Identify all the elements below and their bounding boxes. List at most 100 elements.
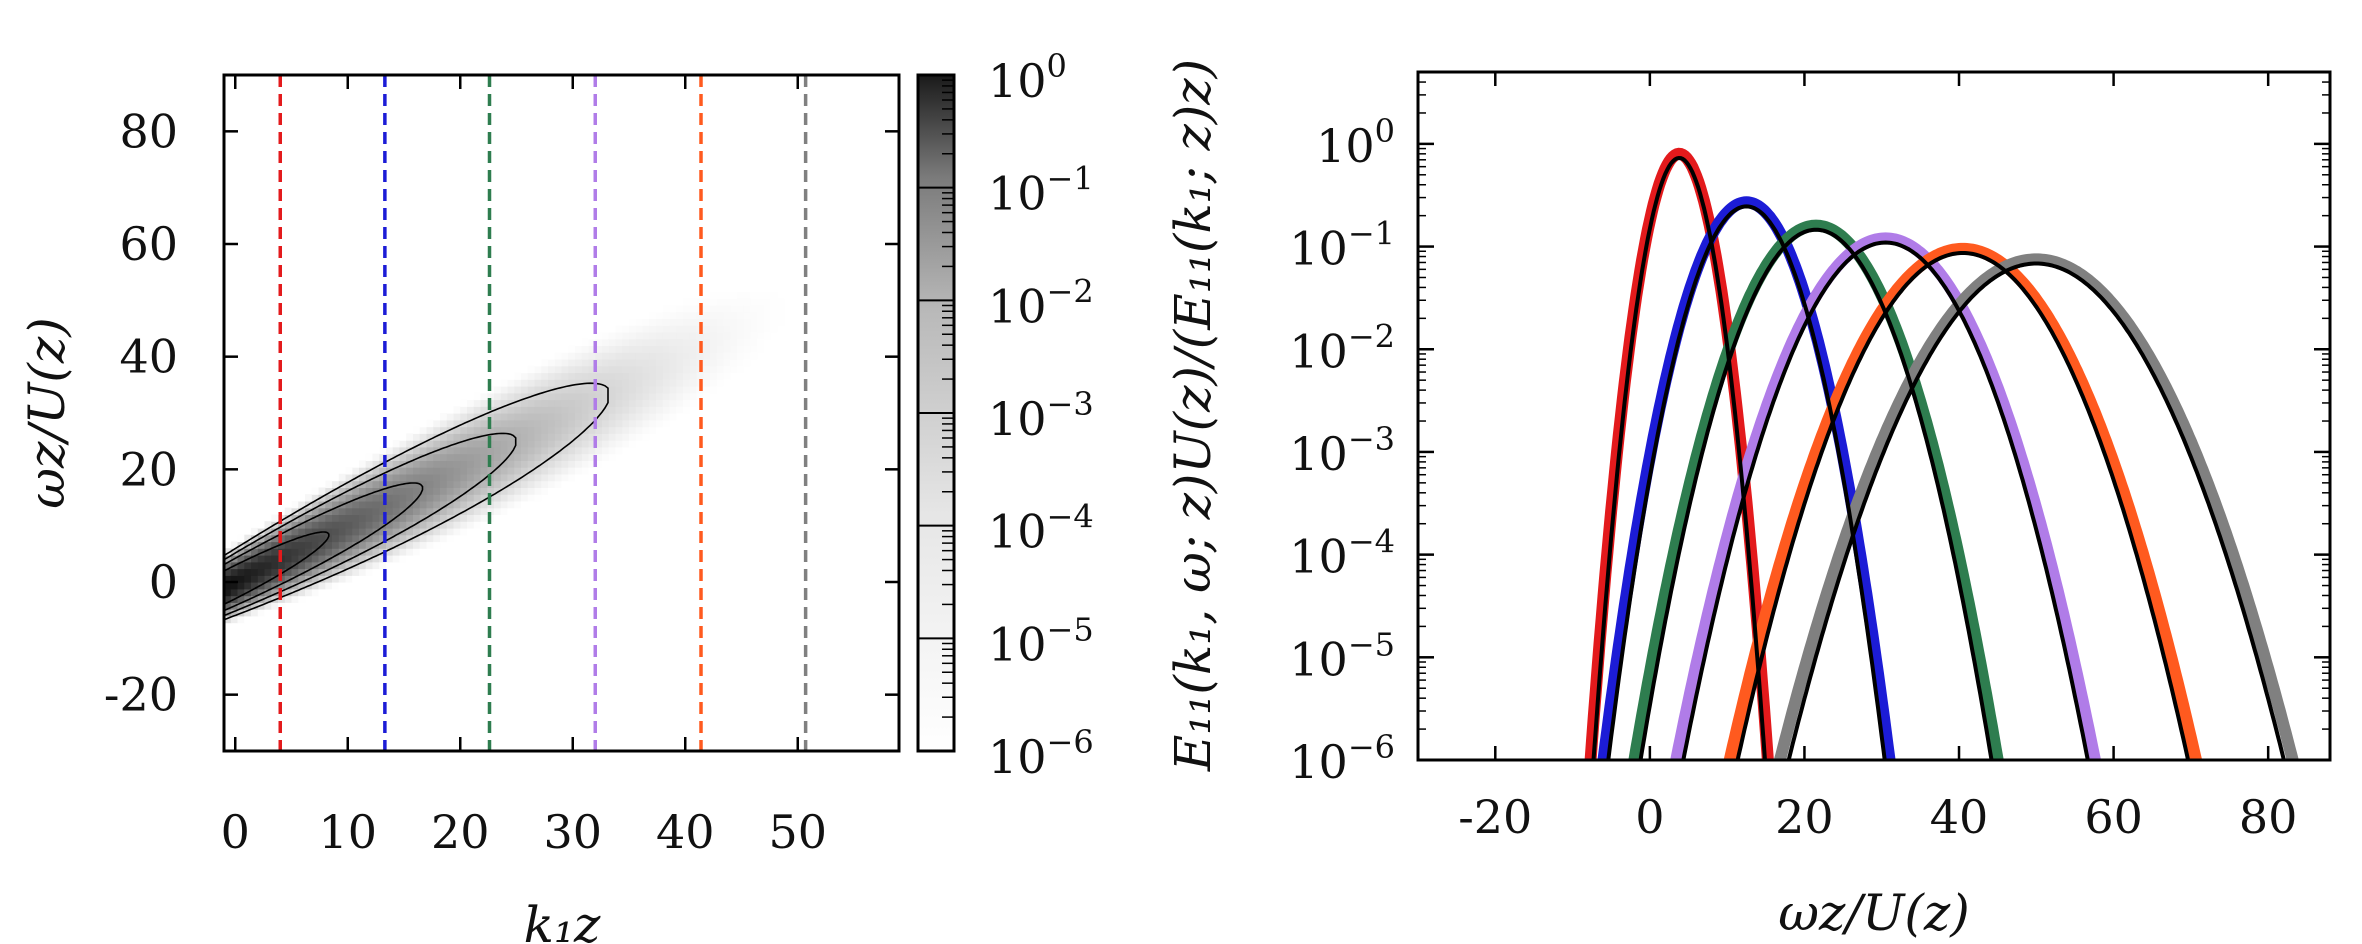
heatmap-cell — [446, 521, 455, 529]
heatmap-cell — [554, 406, 563, 414]
heatmap-cell — [595, 365, 603, 374]
heatmap-cell — [683, 325, 691, 333]
heatmap-cell — [602, 413, 610, 421]
heatmap-cell — [534, 440, 542, 448]
heatmap-cell — [575, 399, 583, 407]
heatmap-cell — [561, 419, 569, 428]
heatmap-cell — [345, 480, 353, 488]
heatmap-cell — [615, 399, 623, 407]
heatmap-cell — [453, 406, 461, 414]
heatmap-cell — [440, 527, 448, 536]
colorbar-tick-label-base: 10 — [988, 730, 1047, 784]
heatmap-cell — [521, 372, 529, 380]
heatmap-cell — [392, 446, 400, 455]
heatmap-cell — [467, 433, 475, 441]
heatmap-cell — [676, 345, 684, 353]
heatmap-cell — [669, 406, 677, 414]
heatmap-cell — [757, 358, 765, 367]
heatmap-cell — [433, 473, 441, 482]
contour-line — [224, 382, 609, 621]
heatmap-cell — [595, 446, 603, 455]
heatmap-cell — [224, 548, 232, 556]
heatmap-cell — [568, 345, 576, 353]
heatmap-cell — [689, 386, 698, 394]
heatmap-cell — [453, 460, 461, 468]
heatmap-cell — [467, 419, 475, 428]
heatmap-cell — [332, 575, 340, 583]
heatmap-cell — [703, 331, 711, 340]
heatmap-cell — [460, 406, 468, 414]
heatmap-cell — [500, 487, 509, 495]
heatmap-cell — [386, 460, 394, 468]
heatmap-cell — [791, 304, 799, 313]
heatmap-cell — [372, 514, 380, 522]
heatmap-cell — [406, 555, 414, 563]
heatmap-cell — [473, 399, 482, 407]
heatmap-cell — [581, 399, 590, 407]
heatmap-cell — [581, 419, 590, 428]
heatmap-cell — [730, 318, 738, 326]
heatmap-cell — [426, 446, 434, 455]
heatmap-cell — [500, 446, 509, 455]
heatmap-cell — [413, 426, 421, 434]
heatmap-cell — [345, 541, 353, 549]
heatmap-cell — [399, 494, 407, 502]
heatmap-cell — [359, 555, 367, 563]
heatmap-cell — [649, 372, 657, 380]
heatmap-cell — [737, 325, 745, 333]
heatmap-cell — [588, 433, 596, 441]
heatmap-cell — [527, 372, 536, 380]
heatmap-cell — [608, 325, 617, 333]
heatmap-cell — [311, 521, 320, 529]
heatmap-cell — [298, 527, 306, 536]
heatmap-cell — [662, 304, 671, 313]
fit-curve — [1591, 155, 1767, 760]
heatmap-cell — [764, 298, 772, 306]
heatmap-cell — [284, 521, 293, 529]
heatmap-cell — [716, 331, 725, 340]
heatmap-cell — [683, 406, 691, 414]
heatmap-cell — [588, 372, 596, 380]
heatmap-cell — [554, 392, 563, 401]
heatmap-cell — [737, 352, 745, 360]
heatmap-cell — [541, 494, 549, 502]
heatmap-cell — [737, 318, 745, 326]
heatmap-cell — [608, 453, 617, 461]
heatmap-cell — [676, 372, 684, 380]
heatmap-cell — [500, 473, 509, 482]
heatmap-cell — [568, 440, 576, 448]
heatmap-cell — [629, 406, 637, 414]
heatmap-cell — [332, 500, 340, 509]
heatmap-cell — [737, 358, 745, 367]
heatmap-cell — [386, 507, 394, 515]
heatmap-cell — [683, 298, 691, 306]
heatmap-cell — [386, 480, 394, 488]
heatmap-cell — [602, 345, 610, 353]
heatmap-cell — [548, 487, 556, 495]
heatmap-cell — [392, 507, 400, 515]
heatmap-cell — [440, 507, 448, 515]
heatmap-cell — [575, 446, 583, 455]
heatmap-cell — [622, 392, 630, 401]
heatmap-cell — [379, 507, 387, 515]
heatmap-cell — [622, 331, 630, 340]
heatmap-cell — [575, 413, 583, 421]
heatmap-cell — [406, 507, 414, 515]
heatmap-cell — [656, 311, 664, 319]
heatmap-cell — [723, 291, 731, 299]
heatmap-cell — [696, 331, 704, 340]
heatmap-cell — [710, 386, 718, 394]
heatmap-cell — [487, 507, 495, 515]
heatmap-cell — [743, 345, 752, 353]
heatmap-cell — [433, 460, 441, 468]
heatmap-cell — [548, 392, 556, 401]
heatmap-cell — [541, 487, 549, 495]
heatmap-cell — [352, 487, 360, 495]
heatmap-cell — [608, 406, 617, 414]
heatmap-cell — [386, 440, 394, 448]
right-x-tick-label: 40 — [1930, 790, 1989, 844]
heatmap-cell — [467, 473, 475, 482]
heatmap-cell — [622, 386, 630, 394]
heatmap-cell — [669, 372, 677, 380]
heatmap-cell — [669, 419, 677, 428]
